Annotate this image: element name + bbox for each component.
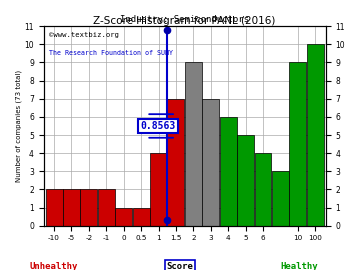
Bar [202,99,219,226]
Bar [185,62,202,226]
Text: 0.8563: 0.8563 [140,121,175,131]
Bar [98,190,115,226]
Title: Z-Score Histogram for PANL (2016): Z-Score Histogram for PANL (2016) [94,16,276,26]
Bar [237,135,254,226]
Bar [80,190,97,226]
Y-axis label: Number of companies (73 total): Number of companies (73 total) [15,70,22,182]
Bar [307,44,324,226]
Bar [289,62,306,226]
Bar [46,190,63,226]
Bar [63,190,80,226]
Text: Healthy: Healthy [280,262,318,270]
Bar [255,153,271,226]
Bar [220,117,237,226]
Bar [272,171,289,226]
Text: Unhealthy: Unhealthy [30,262,78,270]
Text: ©www.textbiz.org: ©www.textbiz.org [49,32,119,38]
Text: The Research Foundation of SUNY: The Research Foundation of SUNY [49,50,173,56]
Text: Industry: Semiconductors: Industry: Semiconductors [120,15,249,24]
Bar [167,99,184,226]
Bar [133,208,149,226]
Bar [150,153,167,226]
Bar [115,208,132,226]
Text: Score: Score [167,262,193,270]
